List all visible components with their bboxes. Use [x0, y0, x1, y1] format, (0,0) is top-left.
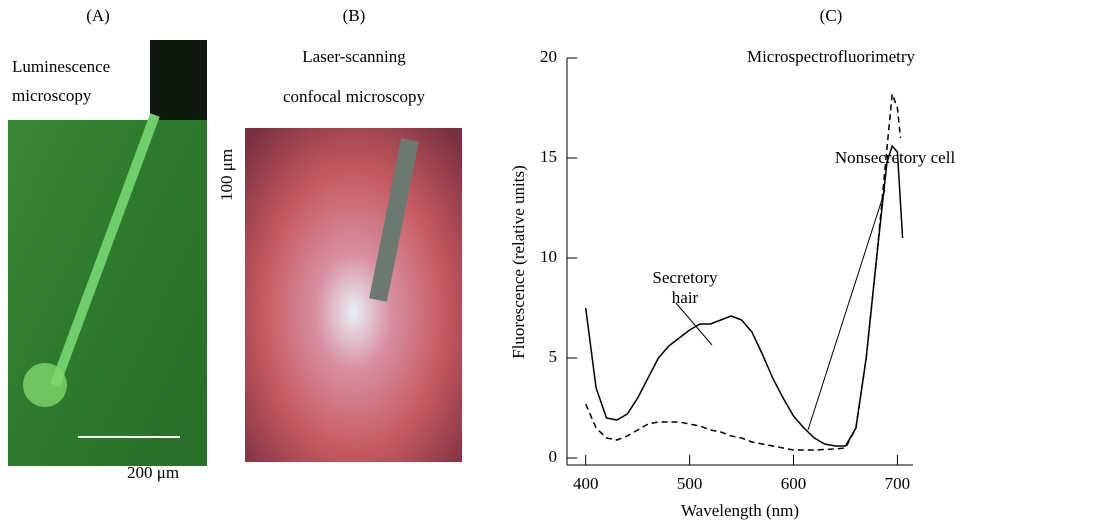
y-tick-label: 0	[549, 447, 558, 466]
micrograph-b	[245, 128, 462, 462]
caption-line: Luminescence	[12, 57, 110, 76]
leader-line	[808, 190, 885, 430]
dark-corner	[150, 40, 207, 120]
annotation: Nonsecretory cell	[830, 148, 960, 168]
figure-canvas: (A) Luminescence microscopy 200 μm (B) L…	[0, 0, 1103, 527]
x-tick-label: 600	[781, 474, 807, 493]
x-tick-label: 400	[573, 474, 599, 493]
caption-box	[8, 40, 150, 120]
x-axis-label: Wavelength (nm)	[681, 501, 799, 520]
y-tick-label: 10	[540, 247, 557, 266]
caption-line: Laser-scanning	[302, 47, 406, 66]
hair-base	[23, 363, 67, 407]
panel-label: (B)	[343, 6, 366, 25]
annotation: Secretory hair	[640, 268, 730, 308]
x-tick-label: 700	[885, 474, 911, 493]
panel-label: (A)	[86, 6, 110, 25]
scale-label: 200 μm	[127, 463, 179, 482]
x-tick-label: 500	[677, 474, 703, 493]
y-tick-label: 15	[540, 147, 557, 166]
chart-title: Microspectrofluorimetry	[747, 47, 916, 66]
y-tick-label: 20	[540, 47, 557, 66]
y-axis-label: Fluorescence (relative units)	[509, 165, 528, 359]
scale-label: 100 μm	[217, 149, 236, 201]
caption-line: microscopy	[12, 86, 92, 105]
panel-label: (C)	[820, 6, 843, 25]
figure: (A) Luminescence microscopy 200 μm (B) L…	[0, 0, 1103, 527]
series-line	[586, 146, 903, 446]
y-tick-label: 5	[549, 347, 558, 366]
caption-line: confocal microscopy	[283, 87, 426, 106]
